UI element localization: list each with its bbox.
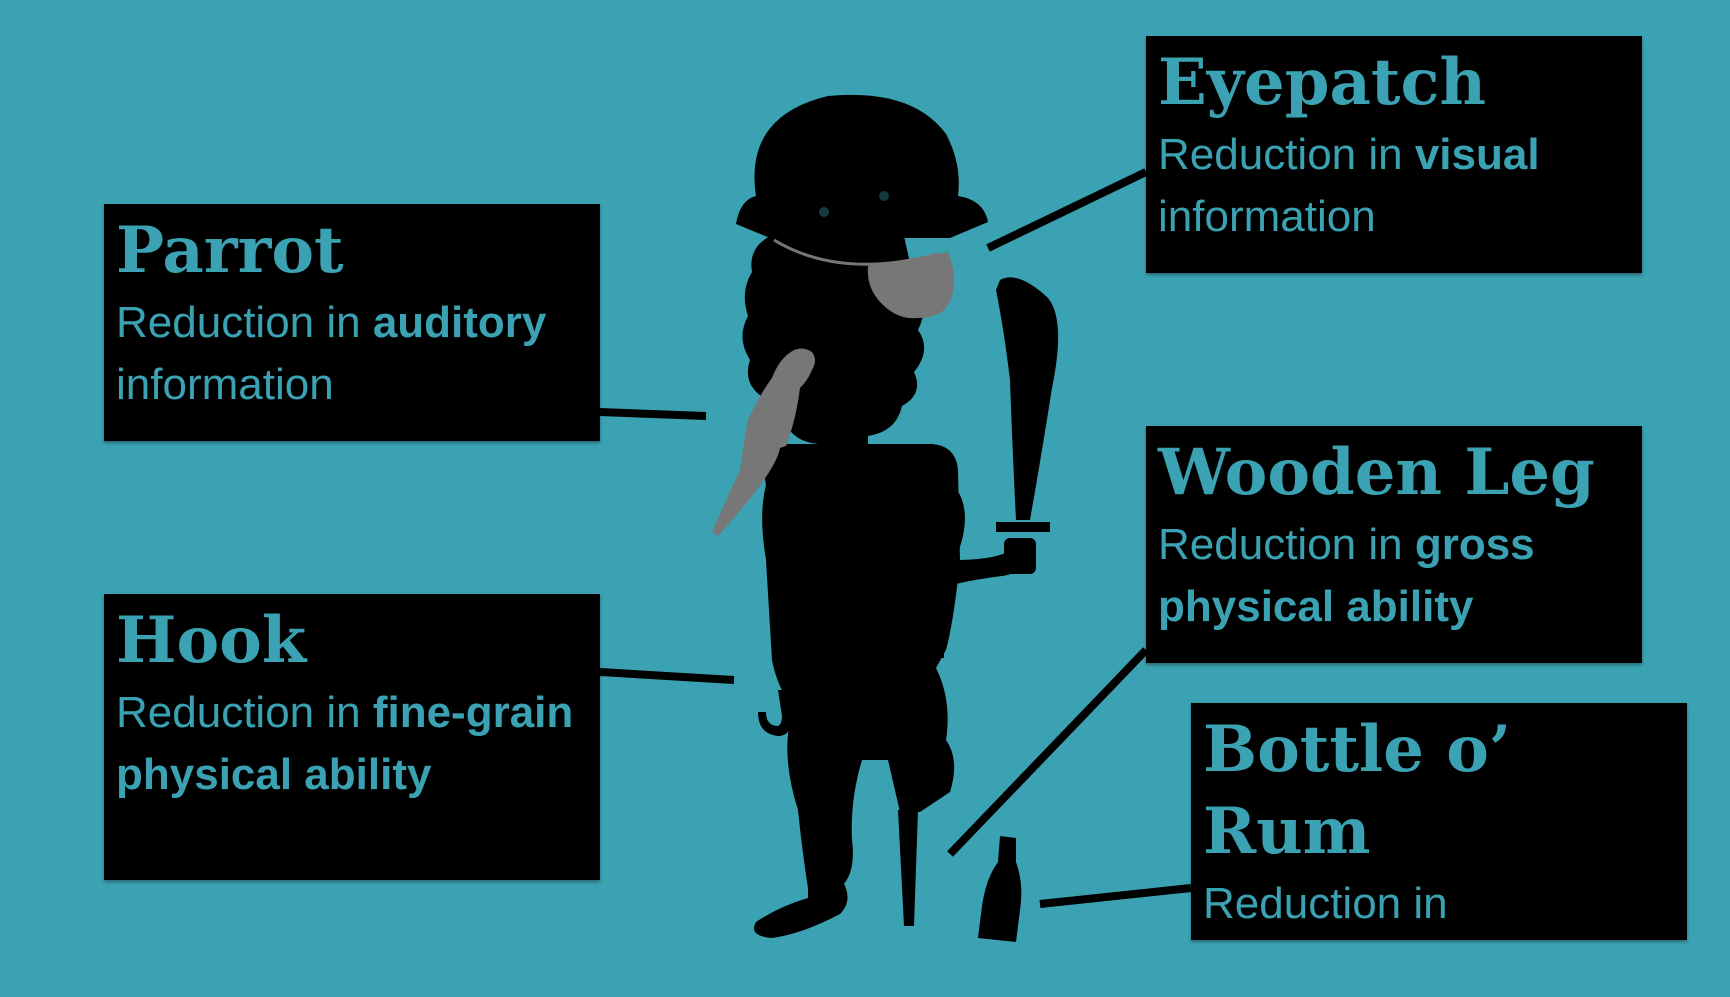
eyepatch-icon (867, 252, 955, 319)
hook-icon (758, 690, 791, 736)
pirate-silhouette (736, 94, 1059, 942)
pirate-torso (763, 444, 960, 668)
card-title: Parrot (116, 213, 344, 288)
bottle-icon (978, 836, 1022, 942)
card-title: Hook (116, 603, 307, 678)
card-bottle-o-rum: Bottle o’ Rum Reduction in cognitive abi… (1191, 703, 1687, 990)
connector-parrot (599, 408, 707, 420)
connector-eyepatch (986, 168, 1148, 252)
sword-icon (996, 277, 1059, 520)
pirate-legs (787, 668, 955, 888)
parrot-icon (712, 348, 815, 536)
card-description: Reduction in fine-grain physical ability (116, 688, 574, 799)
pirate-illustration (599, 94, 1192, 942)
card-description: Reduction in visual information (1158, 130, 1540, 241)
card-eyepatch: Eyepatch Reduction in visual information (1146, 36, 1642, 273)
connector-leg (947, 647, 1149, 857)
pirate-hat (736, 94, 988, 238)
card-description: Reduction in cognitive ability (1203, 879, 1536, 990)
card-parrot: Parrot Reduction in auditory information (104, 204, 600, 441)
wooden-leg-icon (898, 810, 918, 926)
card-title: Wooden Leg (1158, 435, 1595, 510)
card-title: Eyepatch (1158, 45, 1486, 120)
connector-hook (599, 668, 735, 684)
card-title: Bottle o’ Rum (1203, 712, 1512, 869)
card-hook: Hook Reduction in fine-grain physical ab… (104, 594, 600, 880)
connector-rum (1039, 884, 1192, 908)
card-wooden-leg: Wooden Leg Reduction in gross physical a… (1146, 426, 1642, 663)
card-description: Reduction in gross physical ability (1158, 520, 1535, 631)
card-description: Reduction in auditory information (116, 298, 547, 409)
